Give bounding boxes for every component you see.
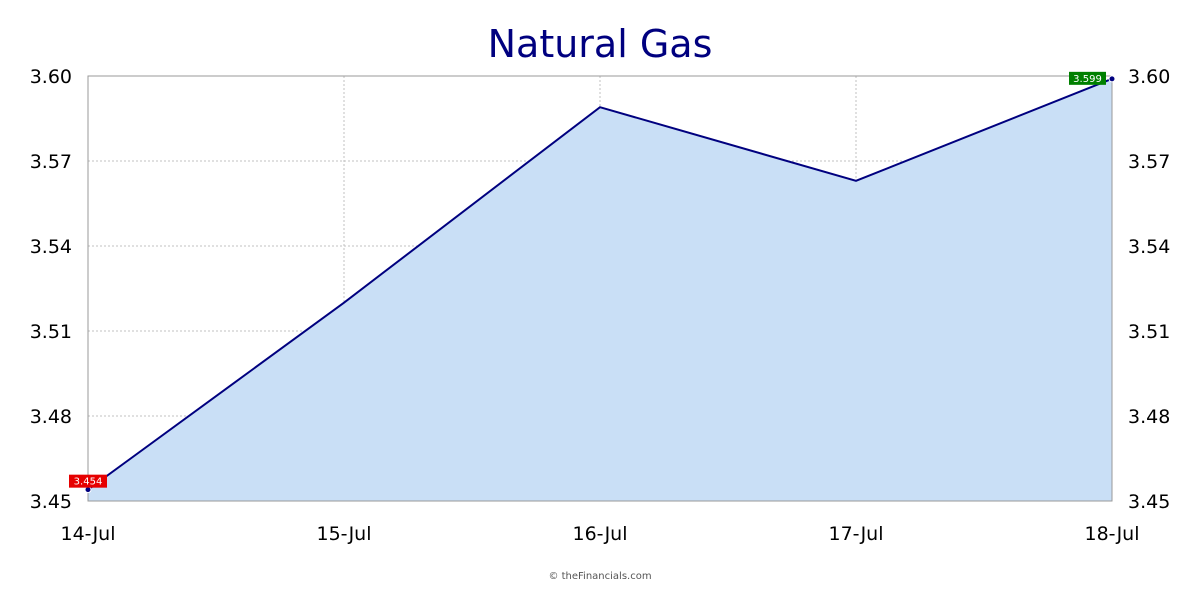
low-label: 3.454 (74, 477, 103, 488)
y-tick-label-right: 3.54 (1128, 236, 1170, 258)
series-line (87, 77, 1113, 491)
y-tick-label-left: 3.48 (30, 406, 72, 428)
area-fill (88, 78, 1112, 501)
y-tick-label-right: 3.51 (1128, 321, 1170, 343)
low-badge (69, 474, 107, 488)
value-labels: 3.454 3.599 (69, 71, 1106, 488)
x-tick-label: 14-Jul (60, 523, 115, 545)
y-tick-label-left: 3.51 (30, 321, 72, 343)
y-tick-label-right: 3.45 (1128, 491, 1170, 513)
tick-labels: 3.45 3.45 3.48 3.48 3.51 3.51 3.54 3.54 3.57 3.57… (30, 66, 1171, 545)
x-tick-label: 15-Jul (316, 523, 371, 545)
x-tick-label: 16-Jul (572, 523, 627, 545)
high-badge (1069, 71, 1106, 85)
data-point (1108, 75, 1116, 83)
y-tick-label-right: 3.57 (1128, 151, 1170, 173)
plot-frame (87, 75, 1113, 502)
x-tick-label: 17-Jul (828, 523, 883, 545)
points (84, 75, 1116, 494)
y-tick-label-left: 3.45 (30, 491, 72, 513)
x-tick-label: 18-Jul (1084, 523, 1139, 545)
y-tick-label-left: 3.54 (30, 236, 72, 258)
chart-title: Natural Gas (488, 22, 713, 66)
y-tick-label-right: 3.48 (1128, 406, 1170, 428)
high-label: 3.599 (1073, 74, 1102, 85)
y-tick-label-left: 3.60 (30, 66, 72, 88)
footer-credit: © theFinancials.com (548, 571, 651, 582)
y-tick-label-right: 3.60 (1128, 66, 1170, 88)
y-tick-label-left: 3.57 (30, 151, 72, 173)
